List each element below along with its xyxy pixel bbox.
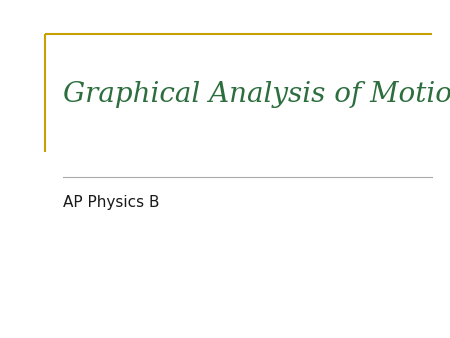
Text: Graphical Analysis of Motion: Graphical Analysis of Motion: [63, 81, 450, 108]
Text: AP Physics B: AP Physics B: [63, 195, 159, 210]
